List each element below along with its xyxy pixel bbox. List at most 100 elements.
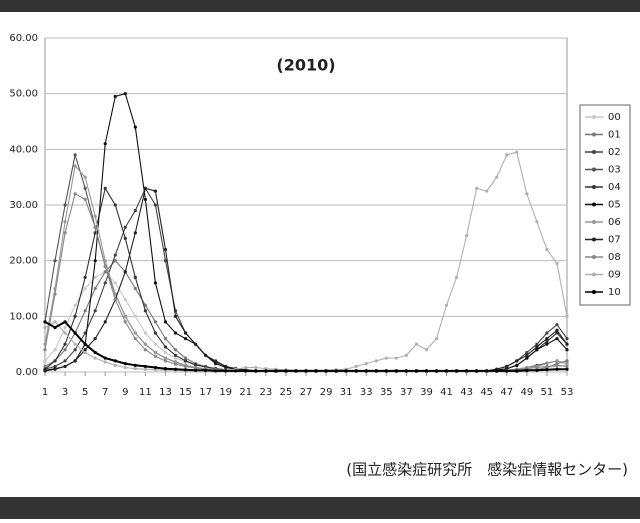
point — [394, 356, 398, 360]
point — [183, 337, 188, 341]
point — [113, 298, 117, 302]
legend-label: 07 — [608, 235, 621, 246]
point — [173, 331, 178, 335]
x-tick-label: 21 — [239, 387, 252, 398]
point — [424, 348, 429, 352]
point — [63, 231, 67, 235]
point — [454, 369, 459, 373]
point — [153, 354, 158, 359]
point — [193, 366, 198, 370]
point — [374, 359, 378, 363]
point — [123, 236, 127, 240]
x-tick-label: 15 — [179, 387, 192, 398]
point — [465, 369, 469, 373]
point — [515, 363, 519, 367]
point — [63, 203, 67, 207]
point — [294, 369, 298, 373]
point — [475, 369, 479, 373]
point — [133, 125, 137, 129]
point — [555, 328, 559, 332]
point — [183, 359, 188, 363]
point — [525, 353, 529, 357]
point — [495, 175, 499, 179]
point — [93, 337, 97, 341]
point — [224, 369, 228, 373]
legend-marker — [592, 115, 596, 119]
point — [143, 367, 147, 371]
point — [153, 350, 158, 355]
series-line — [44, 186, 568, 372]
x-tick-label: 53 — [561, 387, 574, 398]
point — [113, 94, 117, 99]
point — [545, 339, 549, 343]
point — [354, 369, 358, 373]
point — [193, 342, 198, 346]
point — [43, 348, 47, 352]
point — [334, 369, 338, 373]
point — [565, 364, 569, 369]
point — [63, 364, 67, 369]
series-line — [44, 187, 568, 372]
point — [123, 362, 127, 366]
point — [444, 303, 449, 307]
point — [424, 369, 429, 373]
point — [244, 365, 248, 370]
point — [163, 320, 168, 324]
point — [153, 203, 158, 207]
series-line — [44, 271, 568, 372]
point — [63, 320, 67, 324]
legend-marker — [592, 132, 596, 137]
point — [565, 359, 569, 363]
point — [113, 359, 117, 363]
x-tick-label: 27 — [300, 387, 313, 398]
point — [83, 309, 87, 313]
point — [193, 368, 198, 372]
point — [53, 259, 57, 263]
point — [153, 342, 158, 346]
point — [404, 369, 408, 373]
point — [505, 369, 509, 373]
point — [163, 247, 168, 252]
y-tick-label: 60.00 — [9, 33, 38, 44]
point — [214, 369, 218, 373]
point — [495, 369, 499, 373]
x-tick-label: 23 — [259, 387, 272, 398]
legend-marker — [592, 220, 596, 224]
point — [525, 368, 529, 372]
legend-label: 05 — [608, 200, 621, 211]
point — [83, 186, 87, 190]
point — [113, 281, 117, 285]
x-tick-label: 35 — [380, 387, 393, 398]
point — [73, 164, 77, 168]
point — [63, 325, 67, 330]
x-tick-label: 9 — [122, 387, 128, 398]
y-tick-label: 10.00 — [9, 311, 38, 322]
point — [43, 359, 47, 363]
point — [183, 364, 188, 369]
point — [153, 368, 158, 372]
point — [284, 369, 288, 373]
point — [304, 369, 308, 373]
point — [83, 348, 87, 352]
point — [123, 320, 127, 324]
point — [143, 348, 147, 352]
point — [555, 337, 559, 341]
x-tick-label: 19 — [219, 387, 232, 398]
point — [123, 92, 127, 96]
point — [133, 286, 137, 291]
point — [444, 369, 449, 373]
point — [404, 353, 408, 357]
point — [434, 337, 439, 341]
point — [83, 197, 87, 202]
point — [73, 331, 77, 335]
legend-label: 08 — [608, 252, 621, 263]
point — [133, 231, 137, 235]
point — [83, 275, 87, 279]
series-line — [44, 320, 567, 372]
point — [53, 367, 57, 371]
point — [93, 350, 97, 355]
point — [545, 342, 549, 346]
point — [153, 281, 158, 285]
legend-label: 03 — [608, 165, 621, 176]
